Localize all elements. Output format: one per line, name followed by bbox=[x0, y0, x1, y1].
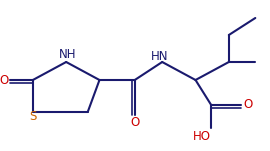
Text: O: O bbox=[130, 117, 139, 130]
Text: O: O bbox=[0, 74, 9, 87]
Text: S: S bbox=[29, 111, 36, 124]
Text: O: O bbox=[244, 98, 253, 111]
Text: NH: NH bbox=[58, 48, 76, 61]
Text: HN: HN bbox=[150, 50, 168, 63]
Text: HO: HO bbox=[193, 130, 210, 143]
